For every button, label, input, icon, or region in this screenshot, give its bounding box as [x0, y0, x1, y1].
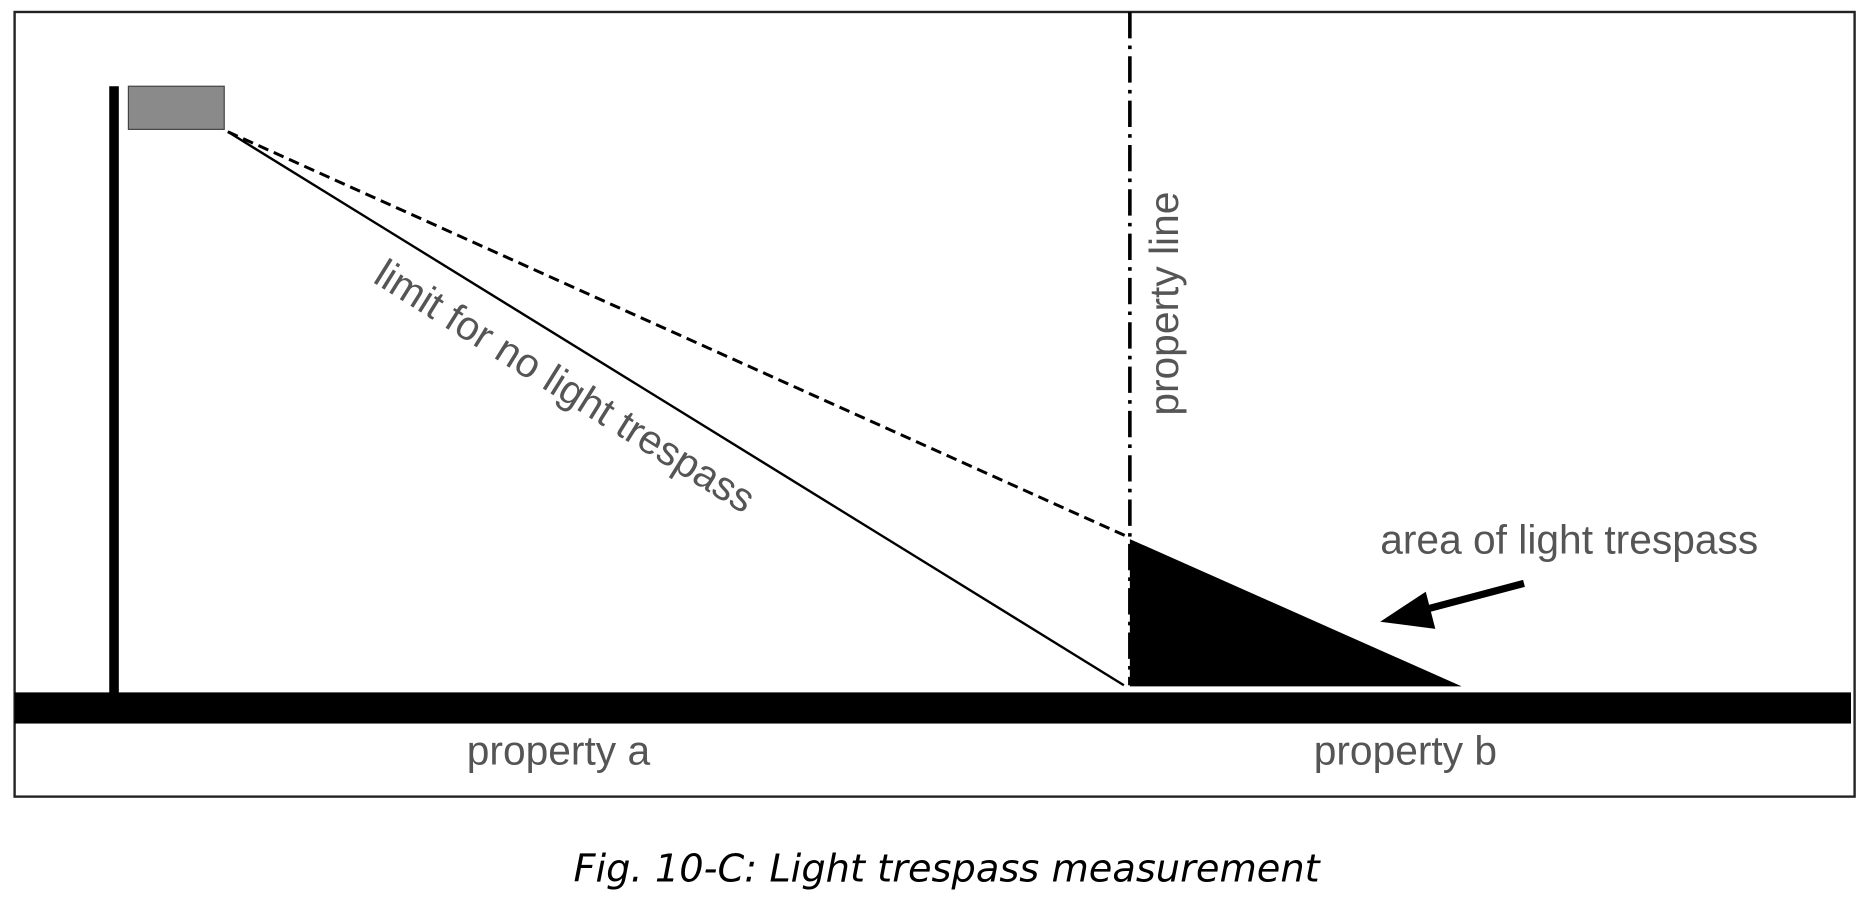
arrow-icon	[1380, 579, 1525, 629]
limit-line	[227, 130, 1125, 687]
light-pole	[109, 86, 119, 695]
lamp-fixture	[127, 85, 225, 130]
figure-caption: Fig. 10-C: Light trespass measurement	[573, 847, 1321, 892]
light-spread-line	[227, 130, 1129, 539]
trespass-label: area of light trespass	[1380, 516, 1758, 562]
ground-bar	[14, 692, 1852, 724]
property-b-label: property b	[1314, 727, 1497, 773]
property-line-label: property line	[1141, 192, 1187, 416]
property-a-label: property a	[467, 727, 651, 773]
limit-label: limit for no light trespass	[367, 250, 764, 522]
figure-frame	[13, 10, 1856, 798]
